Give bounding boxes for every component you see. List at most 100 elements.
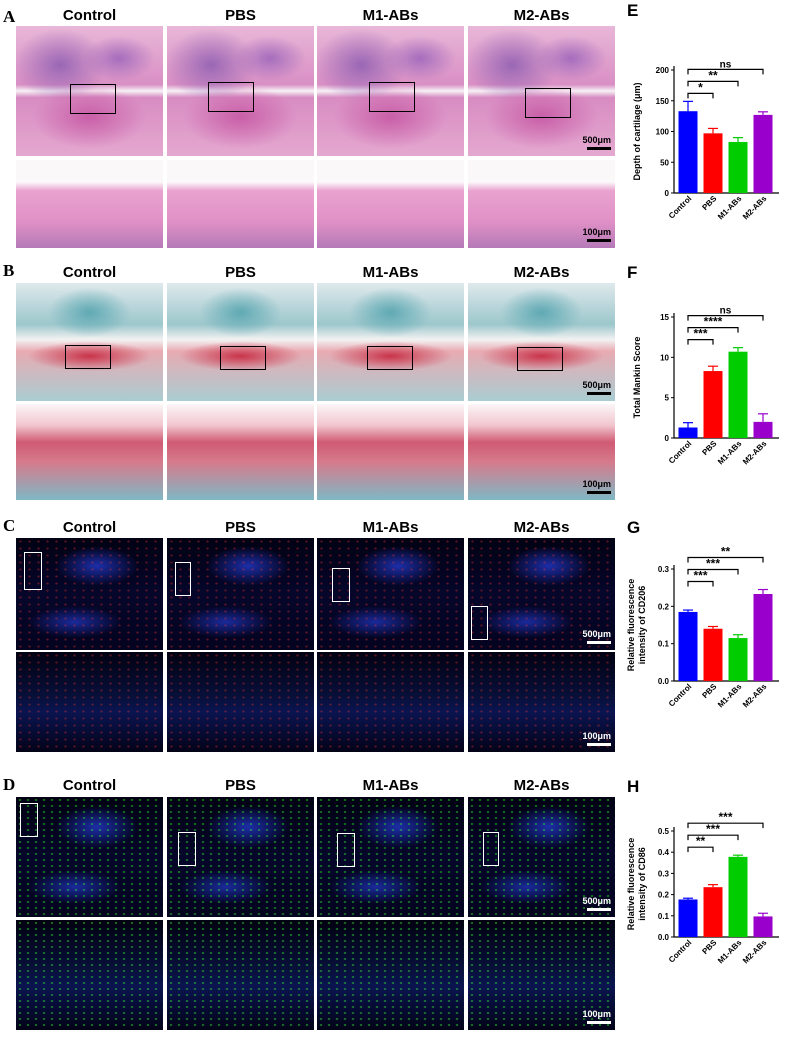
zoom-image-m2-abs	[468, 920, 615, 1030]
bar-control	[678, 899, 698, 937]
fluorescence-signal	[167, 538, 314, 650]
scale-bar-label: 100μm	[582, 479, 611, 489]
significance-label: ***	[718, 810, 732, 824]
zoom-image-control	[16, 160, 163, 248]
scale-bar-label: 500μm	[582, 629, 611, 639]
zoom-region-box	[70, 84, 116, 114]
fluorescence-signal	[16, 538, 163, 650]
y-tick-label: 0.0	[658, 933, 670, 942]
significance-bracket	[687, 568, 739, 575]
panel-label-a: A	[3, 7, 16, 26]
overview-image-control	[16, 797, 163, 917]
significance-bracket	[687, 834, 739, 841]
scale-bar-100: 100μm	[575, 1010, 611, 1024]
zoom-image-m1-abs	[317, 160, 464, 248]
significance-bracket	[687, 556, 764, 563]
overview-image-pbs	[167, 538, 314, 650]
zoom-image-m2-abs	[468, 404, 615, 500]
y-tick-label: 0.1	[658, 912, 670, 921]
bar-pbs	[703, 371, 723, 438]
scale-bar-line	[587, 147, 611, 150]
x-tick-label: Control	[667, 439, 693, 465]
group-heading: M2-ABs	[513, 7, 570, 24]
zoom-image-pbs	[167, 404, 314, 500]
overview-image-m2-abs	[468, 26, 615, 156]
zoom-image-pbs	[167, 160, 314, 248]
zoom-region-box	[337, 833, 355, 867]
overview-image-m1-abs	[317, 538, 464, 650]
bar-m1-abs	[728, 856, 748, 937]
zoom-region-box	[367, 346, 413, 370]
scale-bar-500: 500μm	[575, 381, 611, 395]
bar-chart-e: E Depth of cartilage (μm) 0 50 100 150 200 Cont…	[627, 1, 779, 222]
zoom-region-box	[332, 568, 350, 602]
bar-chart-g: G Relative fluorescenceintensity of CD206…	[626, 518, 779, 710]
y-tick-label: 0.3	[658, 565, 670, 574]
y-tick-label: 5	[665, 394, 670, 403]
group-heading: M1-ABs	[362, 777, 419, 794]
zoom-region-box	[178, 832, 196, 866]
significance-bracket	[687, 315, 764, 321]
y-tick-label: 100	[656, 128, 670, 137]
significance-bracket	[687, 92, 714, 99]
scale-bar-line	[587, 392, 611, 395]
zoom-region-box	[220, 346, 266, 370]
bar-chart-f: F Total Mankin Score 0 5 10 15 Control PBSM1-AB…	[627, 263, 779, 466]
fluorescence-signal	[468, 652, 615, 752]
significance-bracket	[687, 339, 714, 345]
group-heading: Control	[62, 519, 117, 536]
overview-image-pbs	[167, 797, 314, 917]
overview-image-control	[16, 283, 163, 401]
y-axis-label: Depth of cartilage (μm)	[632, 82, 642, 180]
x-tick-label: Control	[667, 682, 693, 708]
bar-control	[678, 111, 698, 193]
fluorescence-signal	[16, 920, 163, 1030]
x-tick-label: PBS	[700, 938, 718, 956]
y-tick-label: 0.4	[658, 848, 670, 857]
bar-pbs	[703, 887, 723, 937]
group-heading: M2-ABs	[513, 777, 570, 794]
x-tick-label: M1-ABs	[716, 194, 744, 222]
zoom-region-box	[24, 552, 42, 590]
bar-m2-abs	[753, 114, 773, 193]
y-tick-label: 50	[660, 158, 669, 167]
overview-image-m1-abs	[317, 26, 464, 156]
scale-bar-line	[587, 908, 611, 911]
fluorescence-signal	[167, 652, 314, 752]
scale-bar-label: 500μm	[582, 135, 611, 145]
bar-control	[678, 611, 698, 681]
significance-label: ns	[720, 306, 732, 317]
group-heading: Control	[62, 777, 117, 794]
y-tick-label: 0.2	[658, 891, 670, 900]
y-axis-label: Relative fluorescenceintensity of CD86	[626, 838, 647, 931]
zoom-region-box	[517, 347, 563, 371]
zoom-image-pbs	[167, 920, 314, 1030]
x-tick-label: Control	[667, 194, 693, 220]
y-axis-label: Relative fluorescenceintensity of CD206	[626, 579, 647, 672]
y-tick-label: 0.1	[658, 640, 670, 649]
x-tick-label: M1-ABs	[716, 938, 744, 966]
zoom-image-m1-abs	[317, 404, 464, 500]
scale-bar-line	[587, 743, 611, 746]
scale-bar-500: 500μm	[575, 630, 611, 644]
x-tick-label: M2-ABs	[741, 682, 769, 710]
bar-chart-h: H Relative fluorescenceintensity of CD86 0…	[626, 777, 779, 966]
overview-image-control	[16, 538, 163, 650]
significance-bracket	[687, 846, 714, 853]
panel-label-c: C	[3, 516, 16, 535]
fluorescence-signal	[317, 920, 464, 1030]
y-tick-label: 0.0	[658, 677, 670, 686]
zoom-region-box	[471, 606, 488, 640]
group-heading: M1-ABs	[362, 519, 419, 536]
significance-label: ****	[704, 315, 723, 329]
zoom-image-m2-abs	[468, 652, 615, 752]
fluorescence-signal	[317, 652, 464, 752]
scale-bar-label: 500μm	[582, 896, 611, 906]
x-tick-label: Control	[667, 938, 693, 964]
scale-bar-500: 500μm	[575, 136, 611, 150]
zoom-region-box	[175, 562, 191, 596]
fluorescence-signal	[16, 797, 163, 917]
scale-bar-label: 100μm	[582, 731, 611, 741]
scale-bar-label: 100μm	[582, 227, 611, 237]
scale-bar-line	[587, 641, 611, 644]
